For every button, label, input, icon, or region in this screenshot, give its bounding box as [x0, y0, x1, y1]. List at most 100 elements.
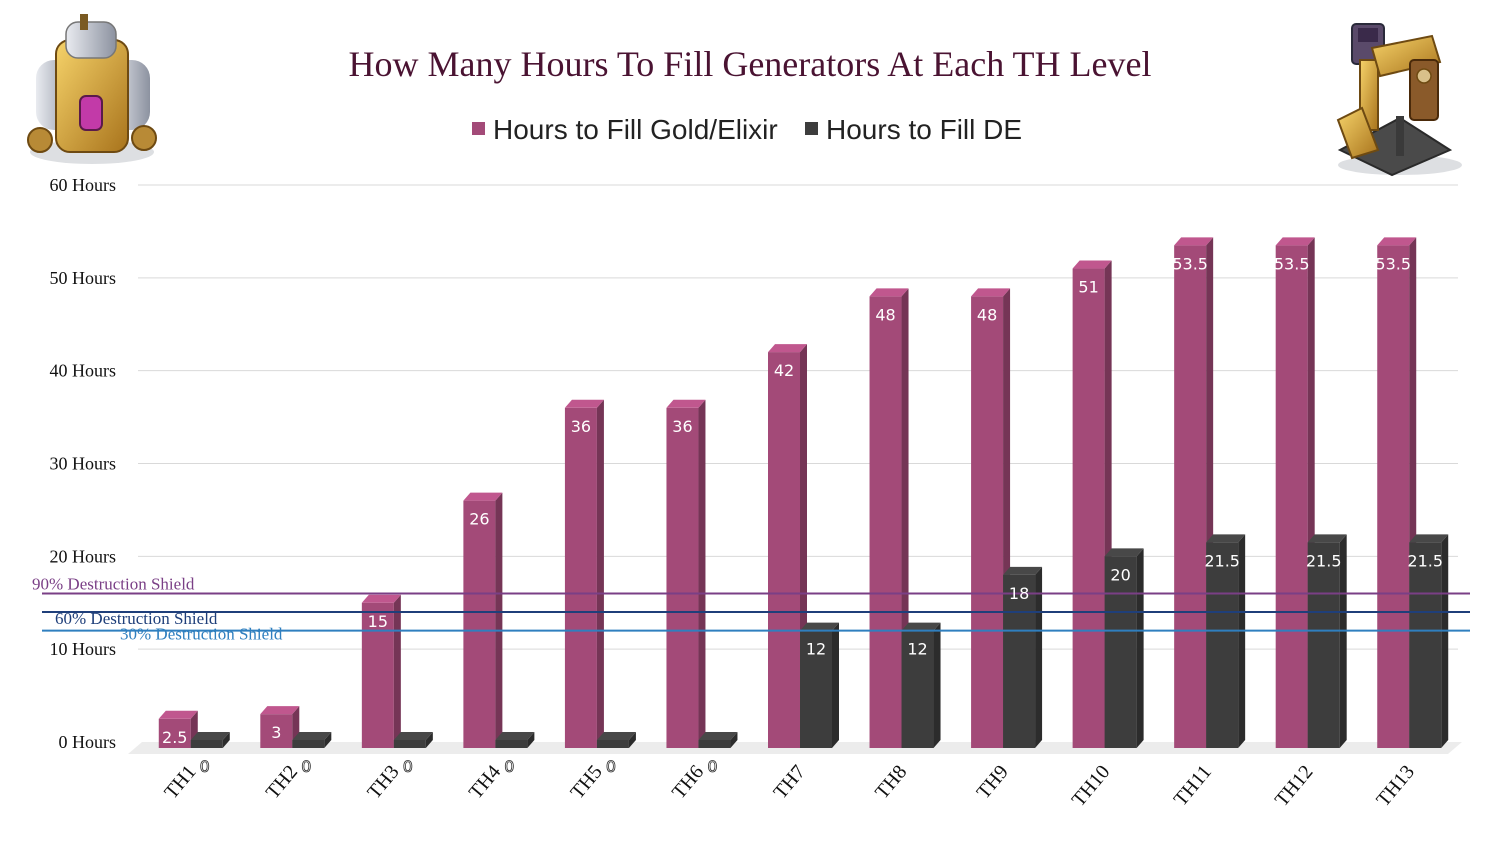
bar-side [832, 622, 839, 748]
reference-line-label: 60% Destruction Shield [55, 609, 218, 628]
bar [1206, 542, 1239, 748]
bar-top [292, 732, 332, 740]
x-tick-label: TH5 [566, 761, 606, 803]
bars-layer [158, 237, 1449, 748]
bar-top [463, 492, 503, 501]
data-label: 26 [469, 510, 489, 529]
reference-lines: 90% Destruction Shield 60% Destruction Sh… [32, 574, 1470, 644]
bar-top [564, 399, 604, 408]
bar [869, 296, 902, 748]
data-label: 51 [1078, 278, 1098, 297]
data-label: 53.5 [1274, 254, 1310, 273]
data-label: 2.5 [162, 728, 187, 747]
y-tick-label: 0 Hours [59, 732, 117, 752]
bar-top [698, 732, 738, 740]
bar [1409, 542, 1442, 748]
bar [292, 740, 325, 748]
data-label: 21.5 [1306, 551, 1342, 570]
data-label: 0 [403, 757, 413, 776]
x-tick-label: TH12 [1271, 761, 1318, 811]
data-label: 0 [200, 757, 210, 776]
y-tick-label: 30 Hours [50, 454, 117, 474]
x-tick-label: TH10 [1068, 761, 1115, 811]
bar-top [1377, 237, 1417, 246]
bar-top [1409, 534, 1449, 543]
reference-line-label: 30% Destruction Shield [120, 625, 283, 644]
data-label: 42 [774, 361, 794, 380]
bar-top [260, 706, 300, 715]
bar [1377, 245, 1410, 748]
bar [800, 630, 832, 748]
bar-top [158, 710, 198, 719]
bar-top [869, 288, 909, 297]
x-tick-label: TH9 [972, 761, 1012, 803]
bar-side [324, 732, 332, 748]
bar-top [1003, 566, 1043, 575]
bar-top [1307, 534, 1347, 543]
x-tick-label: TH13 [1372, 761, 1419, 811]
bar [768, 352, 800, 748]
legend-swatch-de [805, 122, 818, 135]
bar-side [527, 732, 535, 748]
chart-title: How Many Hours To Fill Generators At Eac… [348, 44, 1151, 84]
data-label: 0 [301, 757, 311, 776]
bar-side [596, 399, 604, 748]
data-label: 21.5 [1407, 551, 1443, 570]
bar [1072, 268, 1105, 748]
data-label: 53.5 [1172, 254, 1208, 273]
x-tick-label: TH1 [160, 761, 200, 803]
bar [1174, 245, 1207, 748]
bar [1275, 245, 1308, 748]
bar-top [1174, 237, 1214, 246]
data-label: 48 [977, 305, 997, 324]
x-tick-label: TH2 [262, 761, 302, 803]
data-label: 36 [672, 417, 692, 436]
bar-top [800, 622, 839, 631]
bar [1104, 556, 1137, 748]
bar-side [730, 732, 738, 748]
bar-side [698, 399, 706, 748]
data-label: 36 [571, 417, 591, 436]
bar [361, 602, 394, 748]
bar [1307, 542, 1340, 748]
bar-side [425, 732, 433, 748]
y-tick-label: 40 Hours [50, 361, 117, 381]
bar [190, 740, 223, 748]
data-label: 18 [1009, 584, 1029, 603]
bar [1003, 574, 1036, 748]
gold-mine-icon [27, 14, 157, 164]
bar-top [901, 622, 941, 631]
y-tick-label: 20 Hours [50, 546, 117, 566]
data-label: 21.5 [1204, 551, 1240, 570]
bar-side [393, 594, 401, 748]
bar-top [666, 399, 706, 408]
x-tick-label: TH6 [668, 761, 708, 803]
bar-top [1206, 534, 1246, 543]
bar-top [393, 732, 433, 740]
x-tick-label: TH8 [871, 761, 911, 803]
data-label: 48 [875, 305, 895, 324]
x-tick-label: TH11 [1170, 761, 1216, 810]
dark-elixir-drill-icon [1336, 23, 1462, 177]
bar-side [933, 622, 941, 748]
data-label: 3 [271, 723, 281, 742]
bar [158, 718, 191, 748]
bar-top [495, 732, 535, 740]
bar-top [768, 344, 807, 353]
x-tick-label: TH7 [769, 761, 809, 803]
legend-label-de: Hours to Fill DE [826, 114, 1022, 145]
bar-side [222, 732, 230, 748]
reference-line-label: 90% Destruction Shield [32, 574, 195, 593]
y-tick-label: 50 Hours [50, 268, 117, 288]
bar-side [1441, 534, 1449, 748]
bar-top [596, 732, 636, 740]
bar-side [628, 732, 636, 748]
bar-side [1136, 548, 1144, 748]
bar [260, 714, 293, 748]
bar [495, 740, 528, 748]
data-label: 12 [907, 640, 927, 659]
legend-label-gold-elixir: Hours to Fill Gold/Elixir [493, 114, 778, 145]
bar-top [1104, 548, 1144, 557]
data-label: 0 [504, 757, 514, 776]
